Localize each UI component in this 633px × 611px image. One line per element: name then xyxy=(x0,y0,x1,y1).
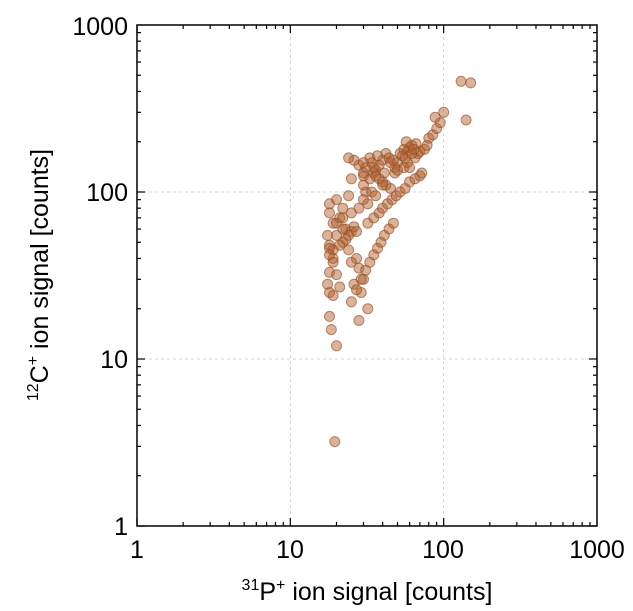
data-point xyxy=(377,179,389,191)
y-tick-label: 10 xyxy=(100,346,128,374)
data-point xyxy=(331,229,342,241)
data-point xyxy=(327,256,339,268)
data-point xyxy=(325,324,337,336)
data-point xyxy=(429,111,441,123)
data-point xyxy=(438,106,450,118)
data-point xyxy=(329,436,341,448)
data-point xyxy=(408,143,420,155)
data-point xyxy=(460,114,472,126)
data-point xyxy=(375,236,387,248)
data-point xyxy=(431,123,443,134)
data-point xyxy=(345,296,357,308)
data-point xyxy=(345,173,357,185)
data-point xyxy=(334,212,346,224)
plot-frame xyxy=(136,24,598,527)
data-point xyxy=(334,281,346,293)
data-point xyxy=(362,303,374,315)
data-point xyxy=(331,194,342,206)
y-tick-label: 100 xyxy=(86,179,128,207)
data-point xyxy=(358,167,369,179)
data-point xyxy=(387,154,399,166)
data-point xyxy=(387,217,399,229)
data-point xyxy=(353,262,365,274)
y-axis-label: 12C+ ion signal [counts] xyxy=(25,149,54,401)
y-tick-label: 1000 xyxy=(72,13,128,41)
data-point xyxy=(343,244,355,256)
x-tick-label: 10 xyxy=(276,536,304,564)
x-tick-label: 100 xyxy=(422,536,464,564)
data-point xyxy=(322,278,334,290)
data-point xyxy=(331,269,342,281)
data-point xyxy=(327,290,339,301)
data-point xyxy=(410,138,422,150)
data-point xyxy=(343,152,355,164)
data-point xyxy=(404,176,416,188)
data-point xyxy=(345,207,357,219)
x-tick-label: 1000 xyxy=(569,536,625,564)
data-point xyxy=(355,273,367,285)
data-point xyxy=(353,315,365,326)
data-point xyxy=(368,162,380,174)
data-point xyxy=(343,190,355,202)
data-point xyxy=(455,75,467,87)
data-point xyxy=(372,150,383,162)
data-points xyxy=(322,75,477,448)
data-point xyxy=(383,223,395,235)
data-point xyxy=(427,129,439,141)
data-point xyxy=(368,249,380,261)
data-point xyxy=(348,154,360,166)
data-point xyxy=(324,242,335,254)
data-point xyxy=(345,256,357,268)
x-axis-label: 31P+ ion signal [counts] xyxy=(242,577,493,606)
data-point xyxy=(358,157,369,169)
y-tick-label: 1 xyxy=(114,513,128,541)
data-point xyxy=(465,77,477,89)
data-point xyxy=(358,194,369,206)
x-tick-label: 1 xyxy=(130,536,144,564)
x-tick-labels: 1 10 100 1000 xyxy=(130,536,625,564)
data-point xyxy=(351,284,362,296)
data-point xyxy=(324,310,335,322)
data-point xyxy=(400,136,412,148)
data-point xyxy=(324,207,335,219)
data-point xyxy=(370,170,382,182)
data-point xyxy=(331,340,342,352)
data-point xyxy=(372,242,383,254)
data-point xyxy=(370,190,382,202)
data-point xyxy=(416,167,428,179)
data-point xyxy=(358,170,369,182)
y-tick-labels: 1 10 100 1000 xyxy=(72,13,128,541)
data-point xyxy=(362,198,374,210)
data-point xyxy=(386,194,398,206)
data-point xyxy=(392,164,403,176)
data-point xyxy=(421,139,433,151)
